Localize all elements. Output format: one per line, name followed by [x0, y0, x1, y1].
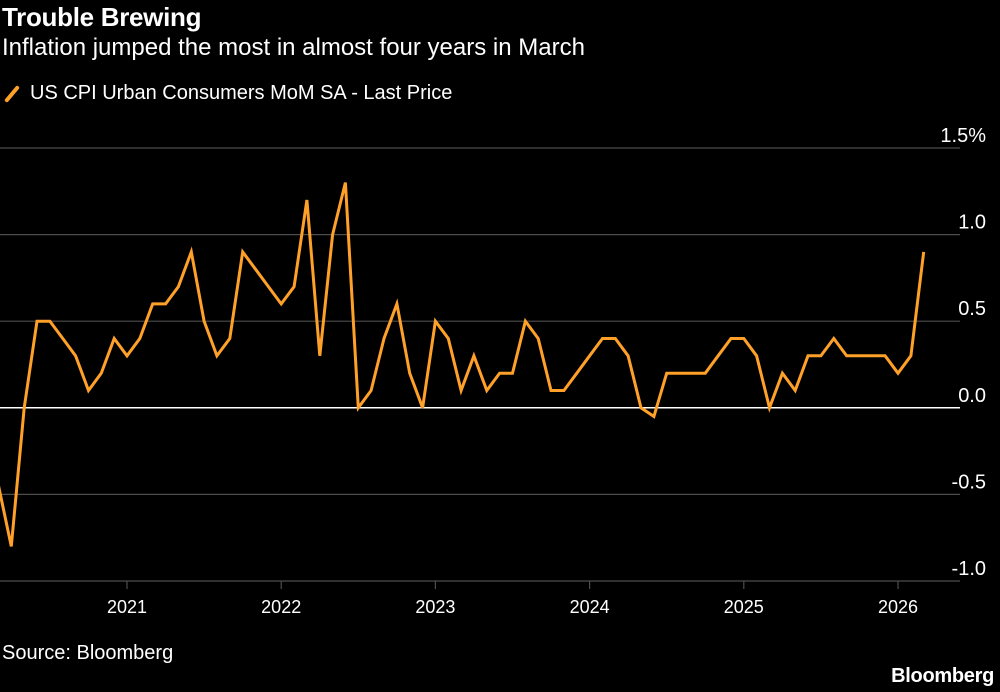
y-tick-label: 1.5%	[940, 125, 986, 147]
line-chart: -1.0 -0.5 0.0 0.5 1.0 1.5% 2021 2022 2023 2024 202…	[0, 125, 986, 617]
legend-swatch-icon	[4, 86, 20, 102]
brand-logo: Bloomberg	[891, 665, 994, 687]
series-line	[0, 182, 926, 547]
y-tick-label: 0.5	[958, 298, 986, 320]
source-note: Source: Bloomberg	[2, 642, 174, 664]
y-tick-label: 0.0	[958, 385, 986, 407]
x-tick-label: 2024	[570, 597, 610, 617]
y-tick-label: 1.0	[958, 212, 986, 234]
legend-label: US CPI Urban Consumers MoM SA - Last Pri…	[30, 82, 453, 104]
x-tick-label: 2021	[107, 597, 147, 617]
x-tick-label: 2023	[415, 597, 455, 617]
chart-title: Trouble Brewing	[2, 2, 202, 32]
chart-subtitle: Inflation jumped the most in almost four…	[2, 34, 585, 61]
x-tick-label: 2022	[261, 597, 301, 617]
y-tick-label: -0.5	[952, 471, 986, 493]
legend: US CPI Urban Consumers MoM SA - Last Pri…	[4, 82, 452, 105]
x-tick-label: 2025	[724, 597, 764, 617]
y-tick-label: -1.0	[952, 558, 986, 580]
x-tick-label: 2026	[878, 597, 918, 617]
